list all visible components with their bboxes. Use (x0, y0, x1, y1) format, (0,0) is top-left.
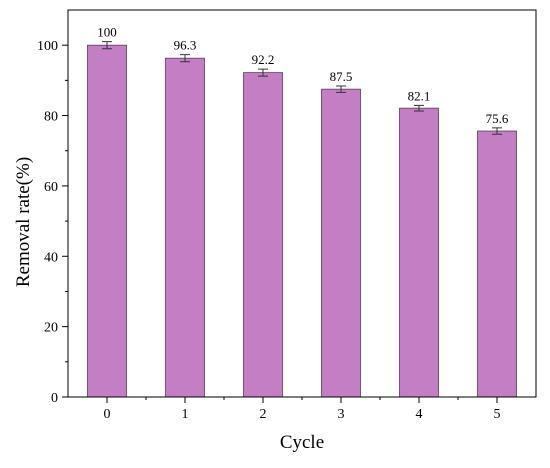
data-label-cycle-2: 92.2 (252, 52, 275, 67)
bar-cycle-0 (87, 44, 127, 398)
data-label-cycle-5: 75.6 (486, 111, 509, 126)
x-axis-title: Cycle (280, 432, 324, 453)
data-label-cycle-1: 96.3 (174, 38, 197, 53)
x-tick-label-4: 4 (416, 407, 423, 422)
x-tick-label-1: 1 (182, 407, 189, 422)
axes-layer: 0 20 40 60 80 100 0 1 2 3 4 5 (37, 9, 537, 422)
bar-cycle-5 (477, 130, 517, 398)
data-label-cycle-0: 100 (97, 25, 117, 40)
error-bar-cycle-5 (492, 127, 502, 135)
y-tick-label-100: 100 (37, 39, 58, 54)
bar-cycle-4 (399, 107, 439, 398)
bar-cycle-3 (321, 88, 361, 398)
data-label-cycle-3: 87.5 (330, 69, 353, 84)
y-axis-title: Removal rate(%) (13, 157, 34, 287)
error-bar-cycle-2 (258, 68, 268, 77)
x-tick-label-0: 0 (104, 407, 111, 422)
x-tick-label-5: 5 (494, 407, 501, 422)
y-tick-label-20: 20 (44, 321, 58, 336)
data-label-cycle-4: 82.1 (408, 88, 431, 103)
bar-cycle-1 (165, 57, 205, 398)
error-bar-cycle-1 (180, 54, 190, 63)
error-bar-cycle-3 (336, 85, 346, 93)
x-tick-label-2: 2 (260, 407, 267, 422)
y-tick-label-80: 80 (44, 110, 58, 125)
plot-frame (67, 9, 537, 398)
x-tick-label-3: 3 (338, 407, 345, 422)
y-tick-label-0: 0 (51, 391, 58, 406)
error-bar-cycle-0 (102, 41, 112, 50)
y-tick-label-40: 40 (44, 250, 58, 265)
bar-cycle-2 (243, 72, 283, 398)
data-labels-layer: 100 96.3 92.2 87.5 82.1 75.6 (97, 25, 509, 126)
error-bar-cycle-4 (414, 104, 424, 112)
bars-layer (87, 41, 517, 398)
y-tick-label-60: 60 (44, 180, 58, 195)
